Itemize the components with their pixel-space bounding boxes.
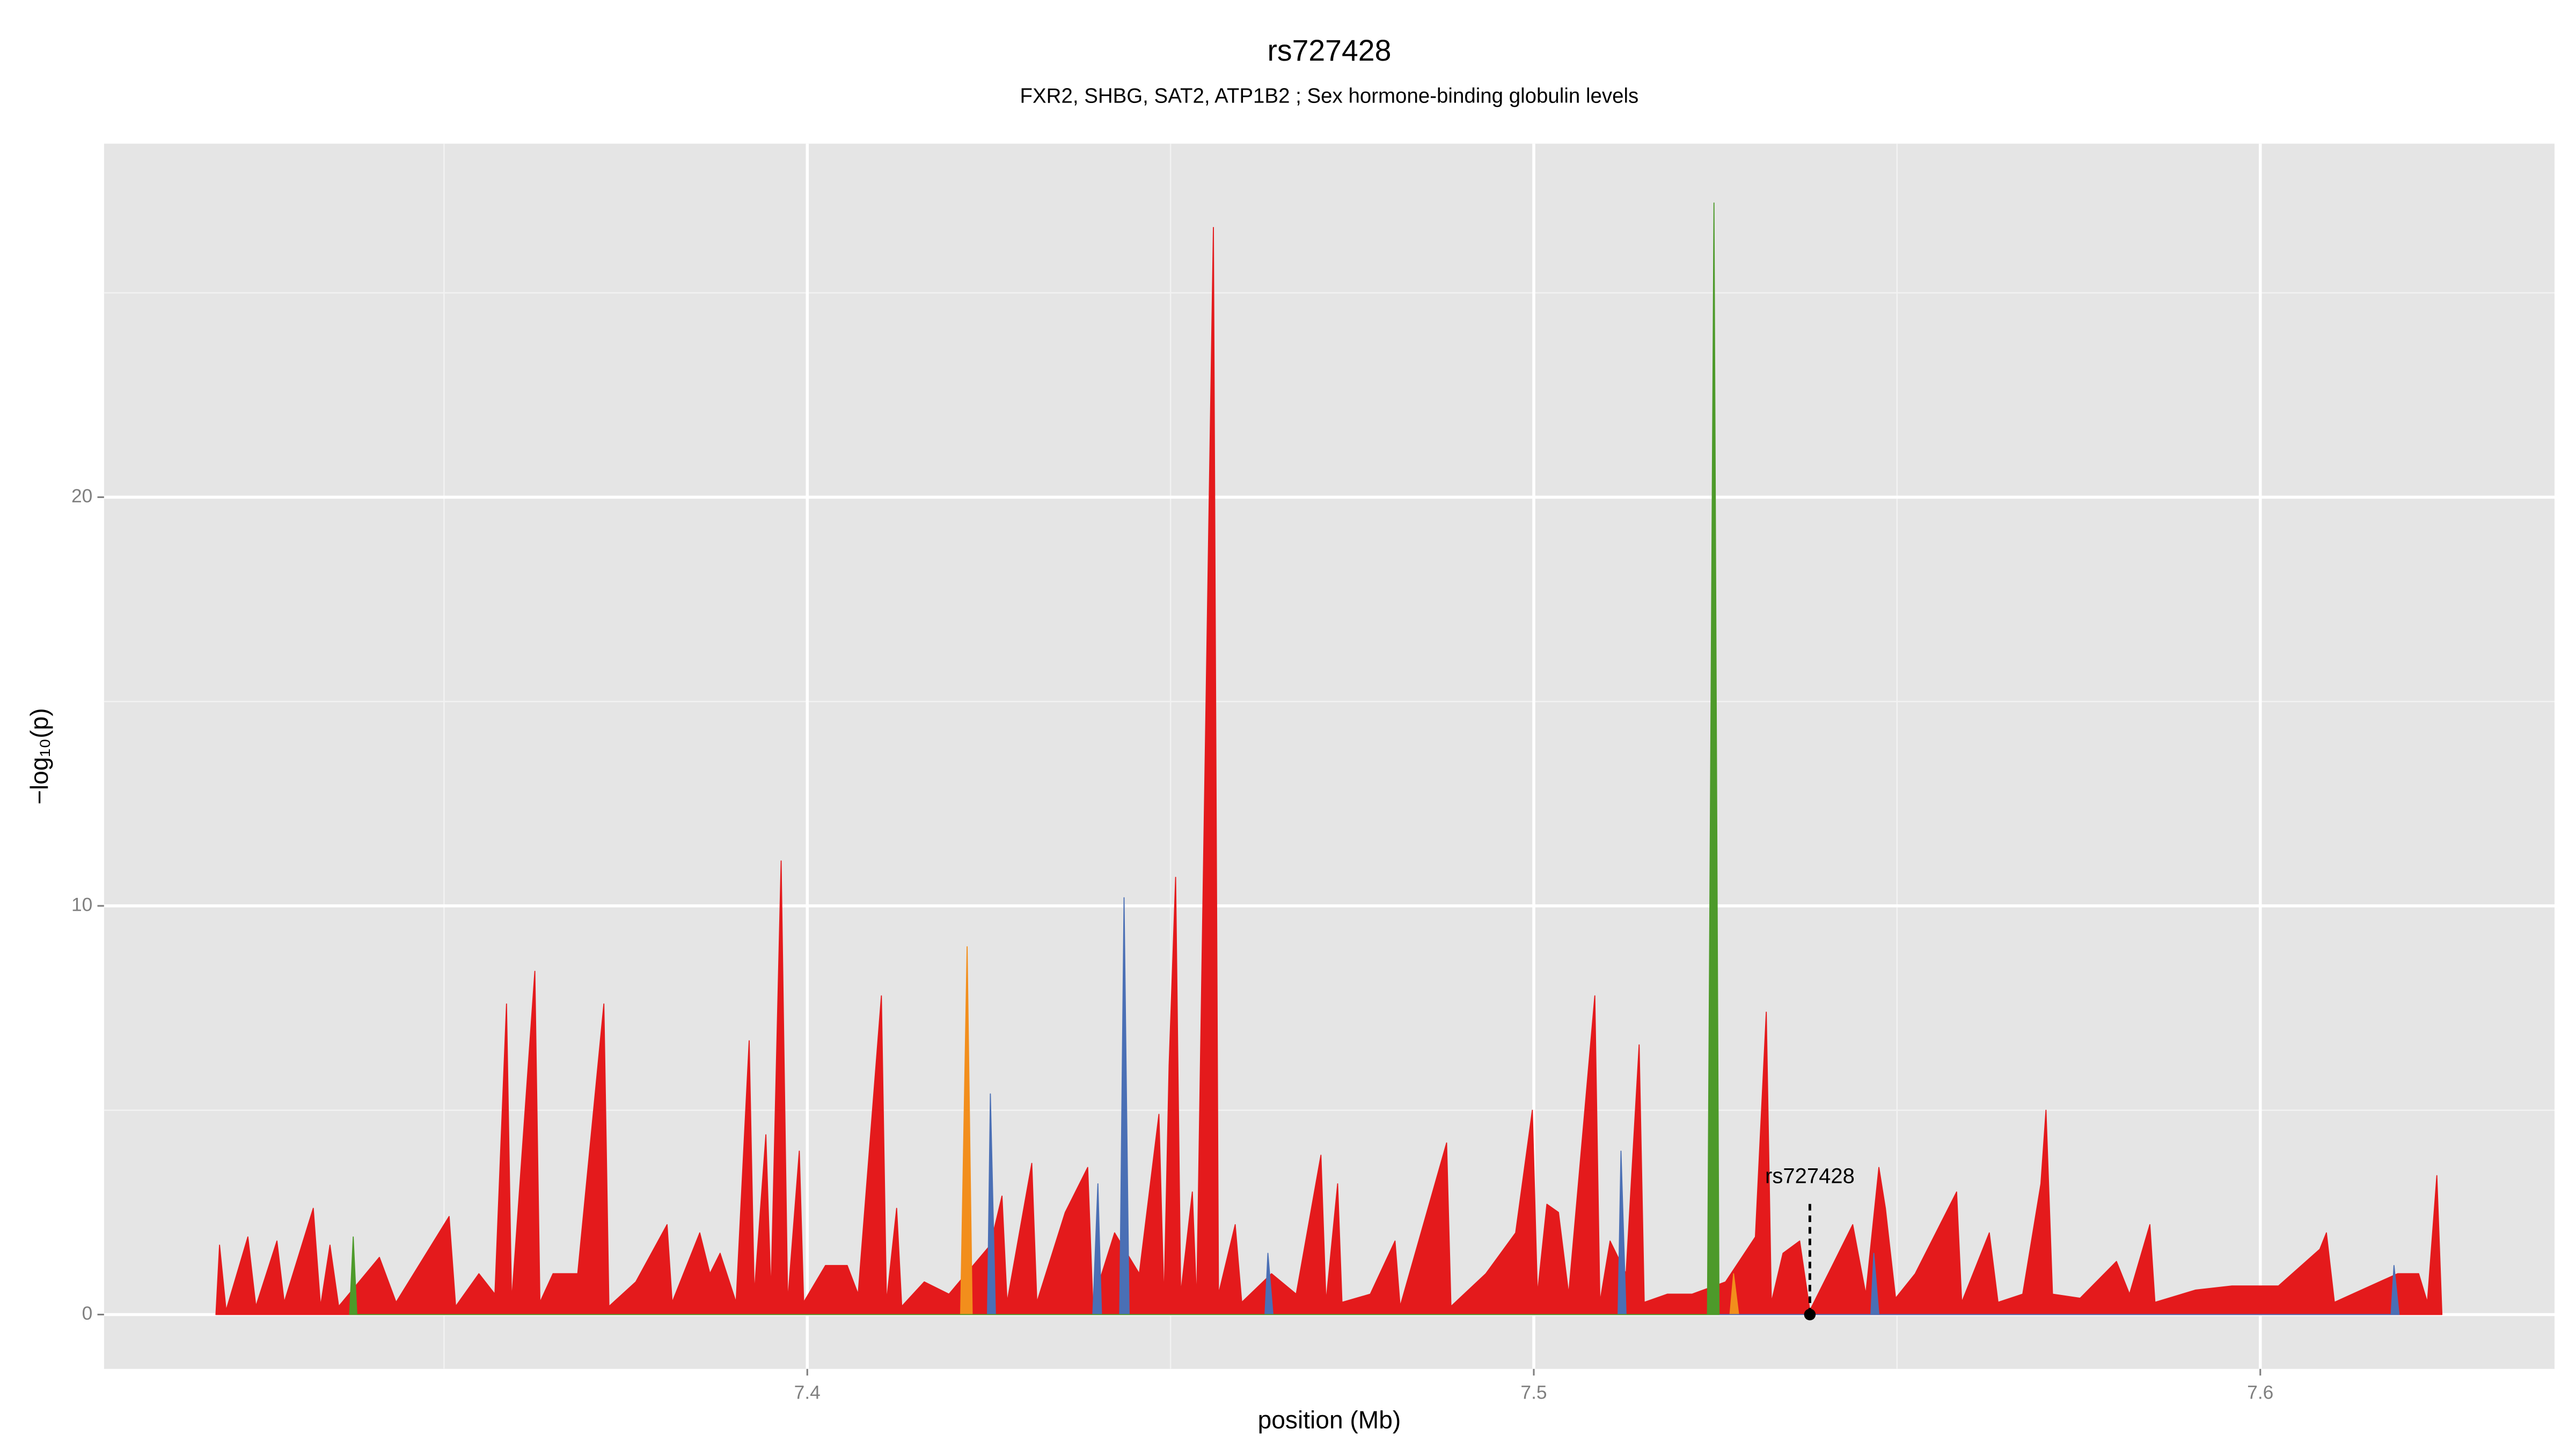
annotation-point <box>1804 1308 1816 1321</box>
y-tick-label: 10 <box>71 894 92 915</box>
y-axis-label: −log₁₀(p) <box>25 708 53 804</box>
area-series <box>215 226 2443 1315</box>
area-series <box>987 897 2400 1315</box>
x-tick-label: 7.4 <box>794 1382 821 1403</box>
marks <box>215 202 2443 1321</box>
area-series <box>349 202 1720 1315</box>
x-tick-label: 7.5 <box>1520 1382 1547 1403</box>
x-tick-label: 7.6 <box>2247 1382 2273 1403</box>
chart-subtitle: FXR2, SHBG, SAT2, ATP1B2 ; Sex hormone-b… <box>1020 85 1639 108</box>
plot-panel <box>104 143 2555 1369</box>
annotation-label: rs727428 <box>1765 1165 1855 1188</box>
y-tick-label: 0 <box>82 1303 93 1324</box>
y-tick-label: 20 <box>71 486 92 507</box>
x-axis-label: position (Mb) <box>1258 1406 1401 1433</box>
chart-title: rs727428 <box>1267 34 1391 67</box>
